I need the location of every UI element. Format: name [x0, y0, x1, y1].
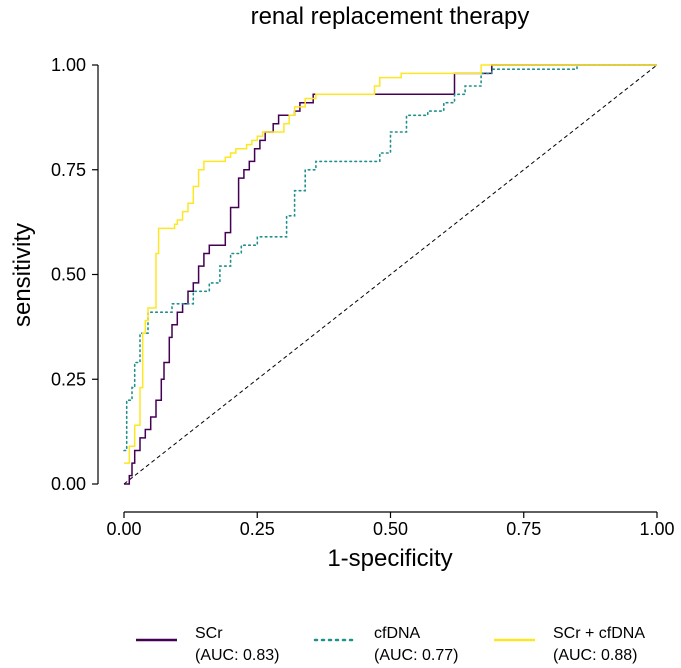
legend-auc: (AUC: 0.88)	[553, 647, 637, 664]
series-layer	[123, 64, 658, 485]
y-ticks: 0.00 0.25 0.50 0.75 1.00	[51, 55, 98, 494]
y-tick-label: 1.00	[51, 55, 86, 75]
legend-auc: (AUC: 0.83)	[195, 647, 279, 664]
legend-auc: (AUC: 0.77)	[374, 647, 458, 664]
reference-diagonal	[123, 64, 658, 485]
x-tick-label: 0.75	[506, 519, 541, 539]
x-tick-label: 1.00	[639, 519, 674, 539]
x-tick-label: 0.00	[106, 519, 141, 539]
series-line-scr-cfdna	[124, 64, 657, 464]
plot-area: 0.00 0.25 0.50 0.75 1.00 0.00 0.25 0.50 0.75 1.0…	[51, 55, 675, 539]
legend-label: SCr + cfDNA	[553, 625, 645, 642]
y-axis-title: sensitivity	[9, 223, 36, 327]
y-tick-label: 0.00	[51, 474, 86, 494]
legend: SCr (AUC: 0.83) cfDNA (AUC: 0.77) SCr + cfDN…	[136, 625, 645, 664]
x-tick-label: 0.50	[373, 519, 408, 539]
x-tick-label: 0.25	[240, 519, 275, 539]
chart-title: renal replacement therapy	[251, 3, 530, 30]
legend-label: cfDNA	[374, 625, 421, 642]
y-tick-label: 0.75	[51, 160, 86, 180]
y-tick-label: 0.25	[51, 369, 86, 389]
series-line-cfdna	[123, 64, 658, 452]
legend-label: SCr	[195, 625, 223, 642]
x-ticks: 0.00 0.25 0.50 0.75 1.00	[106, 512, 675, 539]
x-axis-title: 1-specificity	[327, 545, 452, 572]
y-tick-label: 0.50	[51, 265, 86, 285]
